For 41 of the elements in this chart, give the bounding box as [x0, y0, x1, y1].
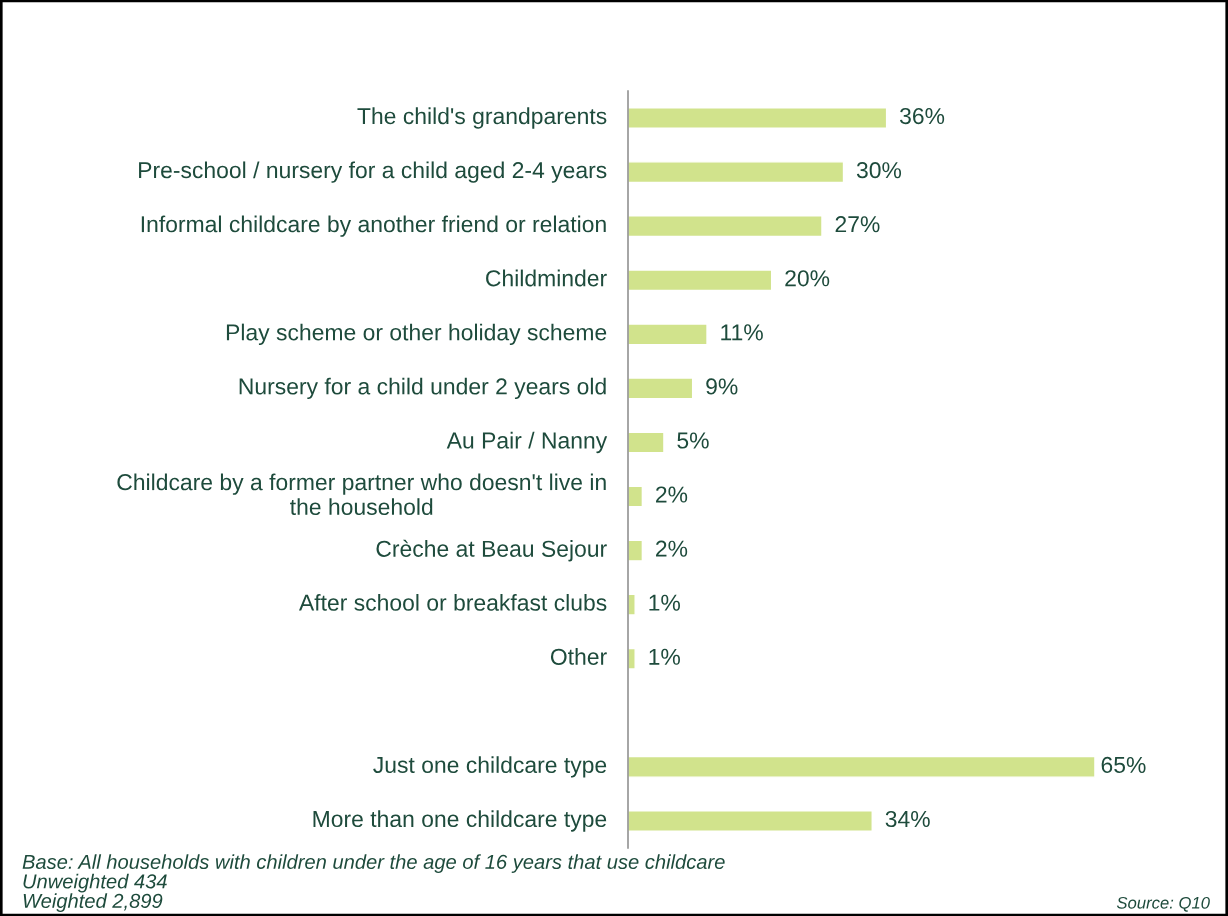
bar	[628, 485, 644, 508]
data-label: 20%	[785, 270, 830, 287]
y-tick-label: Au Pair / Nanny	[446, 431, 608, 454]
bar	[628, 215, 823, 238]
bar	[628, 269, 773, 292]
data-label: 36%	[899, 107, 945, 125]
y-tick-label: After school or breakfast clubs	[298, 594, 607, 611]
y-tick-label: Nursery for a child under 2 years old	[239, 377, 606, 400]
y-tick-label: Informal childcare by another friend or relation	[141, 215, 606, 237]
data-label: 2%	[656, 486, 688, 503]
source-note: Source: Q10	[1116, 896, 1210, 912]
y-tick-label: More than one childcare type	[313, 810, 607, 832]
data-label: 30%	[856, 162, 902, 179]
bar	[628, 755, 1096, 778]
bar	[628, 161, 845, 184]
data-label: 34%	[885, 810, 930, 828]
data-label: 1%	[649, 594, 680, 611]
y-tick-label: Childcare by a former partner who doesn't live in the household	[117, 473, 606, 516]
y-tick-label: Just one childcare type	[373, 756, 607, 778]
y-tick-label: Other	[550, 648, 607, 665]
data-label: 9%	[706, 378, 738, 395]
bar	[628, 539, 644, 562]
bar	[628, 647, 636, 670]
bar	[628, 593, 636, 616]
data-label: 11%	[721, 324, 763, 341]
y-tick-label: The child's grandparents	[357, 107, 607, 129]
data-label: 65%	[1101, 756, 1146, 774]
data-label: 27%	[835, 216, 880, 233]
data-label: 5%	[677, 432, 709, 449]
y-tick-label: Play scheme or other holiday scheme	[226, 323, 607, 345]
bar	[628, 431, 665, 454]
bar	[628, 323, 708, 346]
bar	[628, 107, 888, 130]
bar	[628, 377, 694, 400]
data-label: 1%	[649, 648, 680, 665]
text: Base: All households with children under the age of 16 years that use childcare Unweighted 434 Weighted 2,899	[22, 854, 725, 912]
bar	[628, 809, 873, 832]
y-tick-label: Childminder	[486, 269, 607, 287]
y-tick-label: Pre-school / nursery for a child aged 2-4 years	[139, 161, 607, 183]
data-label: 2%	[656, 540, 688, 557]
y-tick-label: Crèche at Beau Sejour	[376, 539, 607, 562]
